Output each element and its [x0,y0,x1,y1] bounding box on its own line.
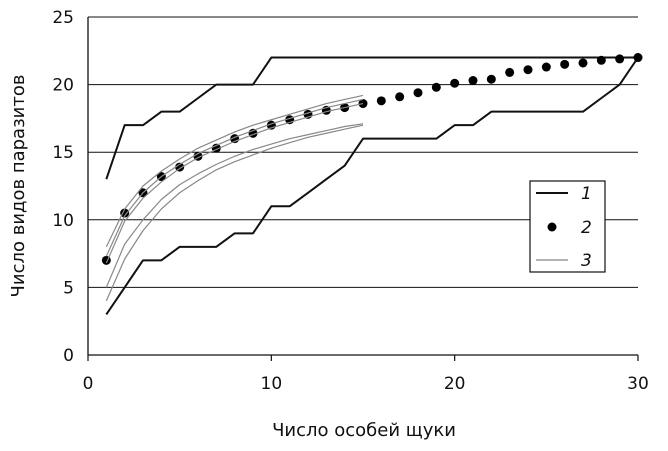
series-2-point-23 [505,67,515,77]
series-3-line-7 [105,124,364,302]
series-2-point-21 [468,76,478,86]
y-tick-label-0: 0 [63,346,74,366]
legend-label-3: 3 [581,251,592,271]
y-tick-label-25: 25 [52,8,74,28]
y-tick-label-20: 20 [52,76,74,96]
x-tick-label-30: 30 [627,374,649,394]
y-tick-label-15: 15 [52,143,74,163]
series-2-point-30 [633,53,643,63]
series-3-line-4 [105,98,364,257]
series-2-point-28 [596,55,606,65]
series-2-point-26 [560,59,570,69]
series-2-point-18 [413,88,423,98]
series-layer [101,53,643,316]
x-tick-label-20: 20 [444,374,466,394]
x-axis-title: Число особей щуки [272,420,456,441]
series-2-point-24 [523,65,533,75]
legend-label-1: 1 [581,184,592,204]
series-2-point-22 [486,74,496,84]
series-2-point-27 [578,58,588,68]
series-2-point-16 [376,96,386,106]
series-2-point-5 [175,162,185,172]
series-1-line-1 [105,56,639,316]
series-3-line-6 [105,123,364,288]
series-3-line-5 [105,102,364,264]
series-3-line-3 [105,94,364,248]
series-2-point-29 [615,54,625,64]
axes-layer: 0 5 10 15 20 25 0 10 20 30 [52,8,648,394]
y-tick-label-10: 10 [52,211,74,231]
x-tick-label-0: 0 [83,374,94,394]
legend: 1 2 3 [529,180,606,273]
legend-box [529,180,606,273]
series-1-line-0 [105,56,638,180]
series-2-point-20 [450,78,460,88]
series-2-point-25 [541,62,551,72]
legend-swatch-2 [547,222,557,232]
series-2-point-17 [395,92,405,102]
series-2-point-2 [120,208,130,218]
x-tick-label-10: 10 [261,374,283,394]
y-tick-label-5: 5 [63,278,74,298]
y-axis-title: Число видов паразитов [8,75,29,298]
legend-label-2: 2 [581,218,592,238]
series-2-point-19 [431,82,441,92]
